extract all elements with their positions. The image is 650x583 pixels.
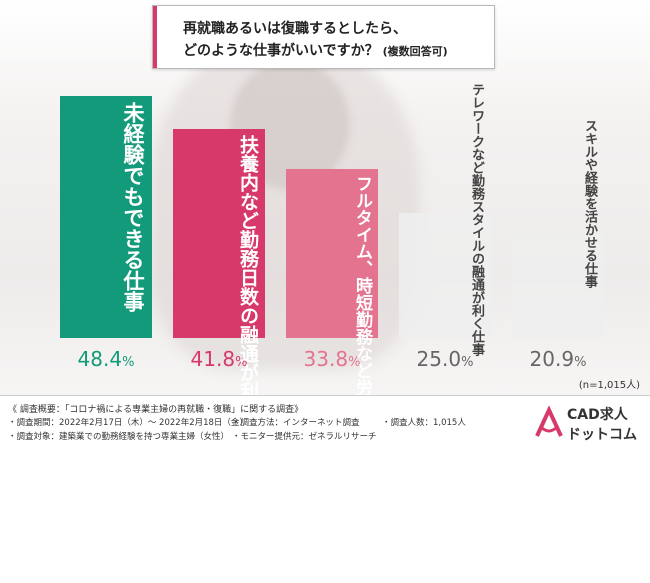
value-label-2: 41.8% — [191, 347, 248, 371]
survey-method: ・調査方法：インターネット調査 — [232, 418, 360, 428]
survey-count: ・調査人数：1,015人 — [382, 418, 466, 428]
logo-mark-icon — [535, 406, 563, 437]
value-label-4: 25.0% — [417, 347, 474, 371]
question-line-1: 再就職あるいは復職するとしたら、 — [183, 21, 407, 37]
survey-target: ・調査対象：建築業での勤務経験を持つ専業主婦（女性） — [8, 432, 230, 442]
value-label-1: 48.4% — [78, 347, 135, 371]
cad-kyujin-logo: CAD求人 ドットコム — [533, 402, 643, 446]
bar-chart: 48.4% 41.8% 33.8% 25.0% 20.9% — [60, 96, 604, 371]
bar-4 — [399, 213, 491, 338]
bar-3 — [286, 169, 378, 338]
category-label-2: 扶養内など勤務日数の融通が利く仕事 — [237, 135, 259, 458]
question-note: (複数回答可) — [382, 45, 448, 58]
survey-monitor: ・モニター提供元：ゼネラルリサーチ — [232, 432, 377, 442]
question-box: 再就職あるいは復職するとしたら、 どのような仕事がいいですか？ (複数回答可) — [152, 5, 495, 69]
category-label-4: テレワークなど勤務スタイルの融通が利く仕事 — [469, 83, 484, 356]
category-label-5: スキルや経験を活かせる仕事 — [582, 118, 597, 288]
survey-period: ・調査期間：2022年2月17日（木）～ 2022年2月18日（金） — [8, 418, 248, 428]
bar-2 — [173, 129, 265, 338]
question-line-2: どのような仕事がいいですか？ (複数回答可) — [183, 40, 448, 60]
category-label-1: 未経験でもできる仕事 — [121, 102, 145, 312]
bar-1 — [60, 96, 152, 338]
category-label-3: フルタイム、時短勤務など労働時間の融通が利く仕事 — [352, 175, 372, 583]
bar-5 — [512, 233, 604, 338]
value-label-5: 20.9% — [530, 347, 587, 371]
value-label-3: 33.8% — [304, 347, 361, 371]
survey-title: 《 調査概要：「コロナ禍による専業主婦の再就職・復職」に関する調査》 — [8, 405, 304, 415]
logo-line-1: CAD求人 — [567, 407, 628, 423]
logo-line-2: ドットコム — [567, 427, 637, 443]
sample-size-label: (n=1,015人) — [578, 380, 640, 391]
question-text: どのような仕事がいいですか？ — [183, 43, 379, 59]
